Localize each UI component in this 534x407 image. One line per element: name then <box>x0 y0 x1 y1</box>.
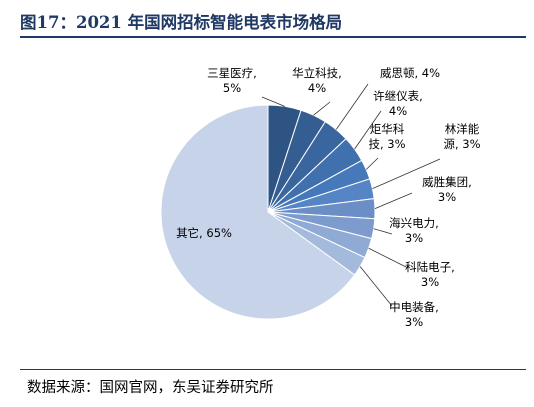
source-rule <box>20 369 526 370</box>
leader-line-6 <box>372 158 441 190</box>
slice-label-10: 中电装备, 3% <box>389 300 439 329</box>
leader-line-9 <box>368 247 409 269</box>
figure-title: 图17：2021 年国网招标智能电表市场格局 <box>20 13 343 32</box>
leader-line-4 <box>354 110 382 150</box>
slice-label-9: 科陆电子, 3% <box>405 260 455 289</box>
leader-line-5 <box>365 157 379 170</box>
leader-line-7 <box>374 192 413 210</box>
slice-label-8: 海兴电力, 3% <box>389 216 439 245</box>
data-source: 数据来源：国网官网，东吴证券研究所 <box>27 380 274 396</box>
slice-label-4: 许继仪表, 4% <box>373 89 423 118</box>
leader-line-2 <box>313 101 331 116</box>
slice-label-2: 华立科技, 4% <box>292 66 342 95</box>
leader-line-10 <box>359 266 393 307</box>
slice-label-11: 其它, 65% <box>176 226 232 240</box>
title-rule <box>20 36 526 38</box>
pie-slice-11 <box>160 104 356 320</box>
leader-line-3 <box>335 83 369 130</box>
slice-label-6: 林洋能源, 3% <box>443 122 480 151</box>
slice-label-7: 威胜集团, 3% <box>422 175 472 204</box>
leader-line-1 <box>261 96 285 107</box>
slice-label-5: 炬华科技, 3% <box>368 122 405 151</box>
slice-label-3: 威思顿, 4% <box>380 66 440 80</box>
slice-label-1: 三星医疗, 5% <box>207 66 257 95</box>
leader-line-8 <box>373 228 393 235</box>
